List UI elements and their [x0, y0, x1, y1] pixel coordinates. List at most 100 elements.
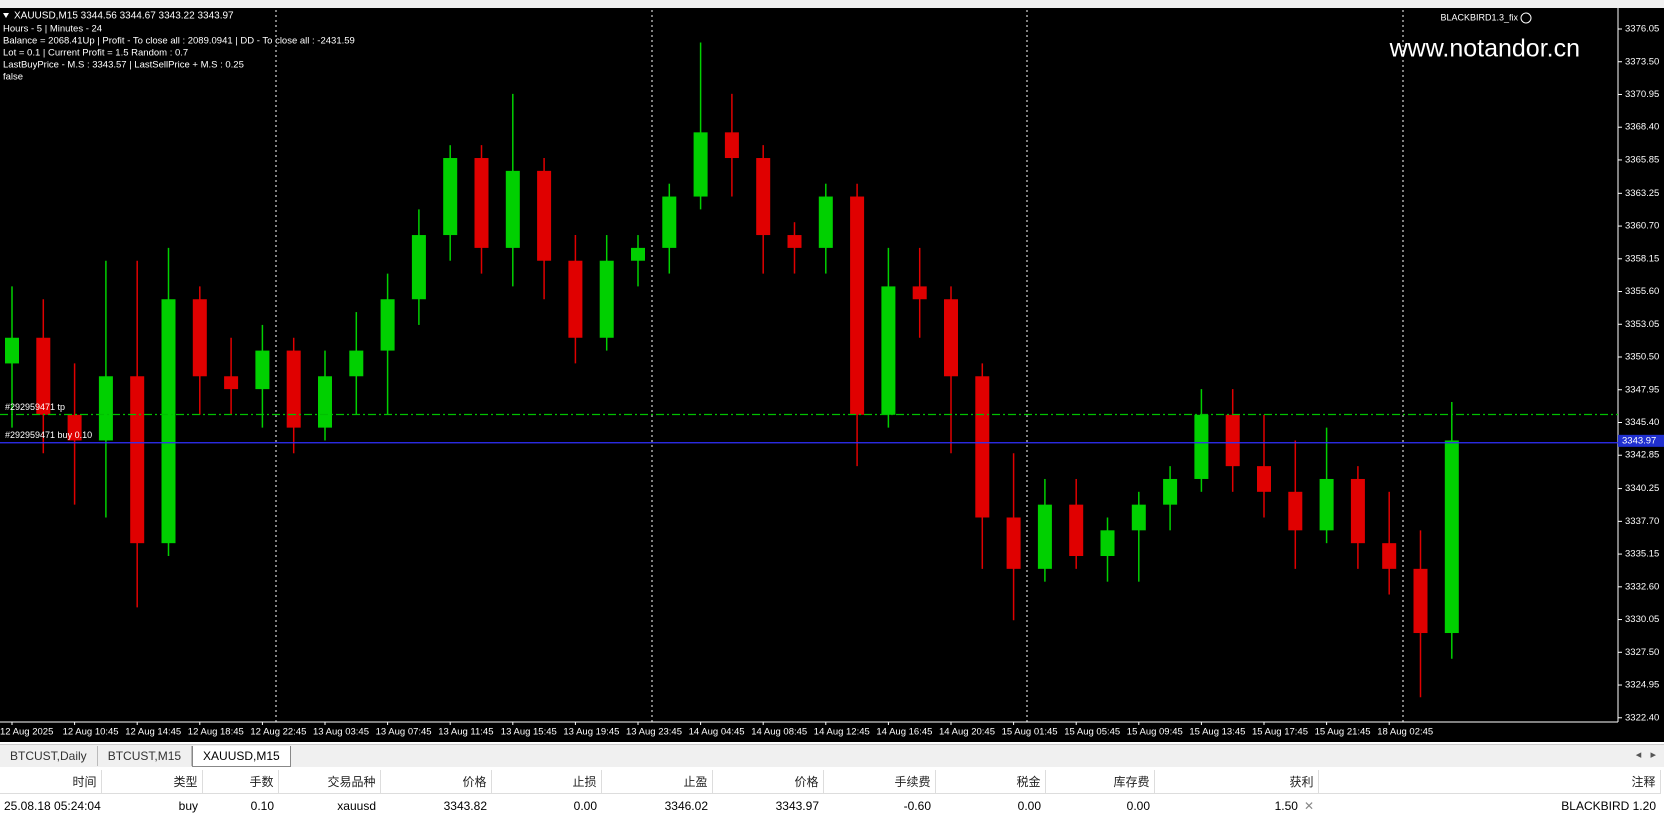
- candle-body: [1319, 478, 1334, 531]
- table-cell: 手数: [202, 770, 279, 794]
- x-tick-label: 14 Aug 12:45: [814, 727, 870, 738]
- candle-body: [380, 299, 395, 351]
- table-cell: 3343.97: [775, 798, 819, 813]
- table-cell: 税金: [935, 770, 1046, 794]
- smiley-icon: [1520, 12, 1532, 24]
- tab-active[interactable]: XAUUSD,M15: [192, 746, 291, 767]
- candle-body: [1100, 530, 1115, 557]
- y-tick-label: 3355.60: [1625, 286, 1659, 297]
- candle-body: [1194, 414, 1209, 479]
- tab-scroll-arrows[interactable]: ◂ ▸: [1635, 749, 1656, 761]
- chart-background: [0, 0, 1664, 742]
- y-tick-label: 3322.40: [1625, 712, 1659, 723]
- trade-row[interactable]: 25.08.18 05:24:04 buy 0.10 xauusd 3343.82 0.0…: [0, 794, 1660, 817]
- x-tick-label: 15 Aug 17:45: [1252, 727, 1308, 738]
- candle-body: [474, 158, 489, 248]
- candle-body: [631, 247, 645, 261]
- candle-body: [224, 376, 239, 390]
- y-tick-label: 3345.40: [1625, 417, 1659, 428]
- candle-body: [443, 158, 458, 236]
- indicator-name: BLACKBIRD1.3_fix: [1440, 12, 1518, 22]
- table-header: 时间 类型 手数 交易品种 价格 止损 止盈 价格 手续费 税金 库存费 获利 注释: [0, 770, 1661, 794]
- info-line: LastBuyPrice - M.S : 3343.57 | LastSellP…: [3, 60, 244, 71]
- table-cell: 0.00: [573, 798, 597, 813]
- candle-body: [255, 350, 270, 390]
- table-cell: 1.50 ✕: [1274, 798, 1314, 813]
- x-tick-label: 13 Aug 07:45: [376, 727, 432, 738]
- close-order-icon[interactable]: ✕: [1303, 798, 1314, 813]
- x-tick-label: 14 Aug 20:45: [939, 727, 995, 738]
- candle-body: [5, 337, 19, 364]
- y-tick-label: 3365.85: [1625, 154, 1659, 165]
- table-cell: xauusd: [337, 798, 376, 813]
- info-line: Balance = 2068.41Up | Profit - To close …: [3, 36, 355, 47]
- candle-body: [693, 132, 708, 197]
- candle-body: [1069, 504, 1084, 557]
- table-cell: 价格: [712, 770, 824, 794]
- dropdown-icon: [3, 13, 9, 18]
- x-tick-label: 13 Aug 11:45: [438, 727, 493, 738]
- x-tick-label: 12 Aug 14:45: [125, 727, 181, 738]
- y-tick-label: 3337.70: [1625, 516, 1659, 527]
- candle-body: [850, 196, 865, 415]
- candle-body: [537, 170, 552, 261]
- candle-body: [599, 260, 614, 338]
- candle-body: [1225, 414, 1240, 467]
- candle-body: [1413, 568, 1428, 634]
- y-tick-label: 3360.70: [1625, 221, 1659, 232]
- y-tick-label: 3358.15: [1625, 253, 1659, 264]
- info-line: Hours - 5 | Minutes - 24: [3, 24, 102, 35]
- candle-body: [912, 286, 927, 300]
- candle-body: [944, 299, 958, 377]
- x-tick-label: 13 Aug 19:45: [563, 727, 619, 738]
- x-tick-label: 15 Aug 09:45: [1127, 727, 1183, 738]
- x-tick-label: 12 Aug 10:45: [63, 727, 119, 738]
- table-cell: 获利: [1154, 770, 1319, 794]
- table-cell: 注释: [1318, 770, 1661, 794]
- candle-body: [1382, 543, 1397, 569]
- table-cell: 时间: [0, 770, 102, 794]
- symbol-header: XAUUSD,M15 3344.56 3344.67 3343.22 3343.…: [14, 11, 234, 22]
- candle-body: [192, 299, 207, 377]
- x-tick-label: 14 Aug 16:45: [876, 727, 932, 738]
- candle-body: [1444, 440, 1459, 634]
- table-cell: 3346.02: [664, 798, 708, 813]
- candle-body: [130, 376, 145, 544]
- candle-body: [161, 299, 176, 544]
- table-cell: -0.60: [903, 798, 931, 813]
- y-tick-label: 3353.05: [1625, 319, 1659, 330]
- tab[interactable]: BTCUST,Daily: [0, 746, 98, 766]
- tab[interactable]: BTCUST,M15: [98, 746, 193, 766]
- y-tick-label: 3373.50: [1625, 56, 1659, 67]
- table-cell: 止盈: [601, 770, 713, 794]
- y-tick-label: 3350.50: [1625, 352, 1659, 363]
- table-cell: 止损: [491, 770, 602, 794]
- candle-body: [1257, 466, 1271, 492]
- y-tick-label: 3327.50: [1625, 647, 1659, 658]
- candle-body: [411, 235, 426, 300]
- candle-body: [756, 158, 771, 236]
- y-tick-label: 3330.05: [1625, 614, 1659, 625]
- candle-body: [568, 260, 583, 338]
- price-line-label: #292959471 tp: [5, 402, 65, 412]
- candle-body: [36, 337, 51, 415]
- x-tick-label: 15 Aug 01:45: [1002, 727, 1058, 738]
- table-cell: 3343.82: [443, 798, 487, 813]
- candle-body: [818, 196, 833, 248]
- table-cell: 0.10: [250, 798, 274, 813]
- x-tick-label: 12 Aug 22:45: [250, 727, 306, 738]
- watermark: www.notandor.cn: [1389, 35, 1580, 63]
- info-line: false: [3, 72, 23, 83]
- y-tick-label: 3324.95: [1625, 680, 1659, 691]
- y-tick-label: 3342.85: [1625, 450, 1659, 461]
- y-tick-label: 3335.15: [1625, 549, 1659, 560]
- current-price-label: 3343.97: [1622, 435, 1656, 446]
- candle-body: [1288, 491, 1303, 531]
- info-line: Lot = 0.1 | Current Profit = 1.5 Random …: [3, 48, 188, 59]
- y-tick-label: 3368.40: [1625, 122, 1659, 133]
- x-tick-label: 18 Aug 02:45: [1377, 727, 1433, 738]
- toolbar-strip: [0, 0, 1664, 8]
- table-cell: 类型: [101, 770, 203, 794]
- candle-body: [1006, 517, 1021, 569]
